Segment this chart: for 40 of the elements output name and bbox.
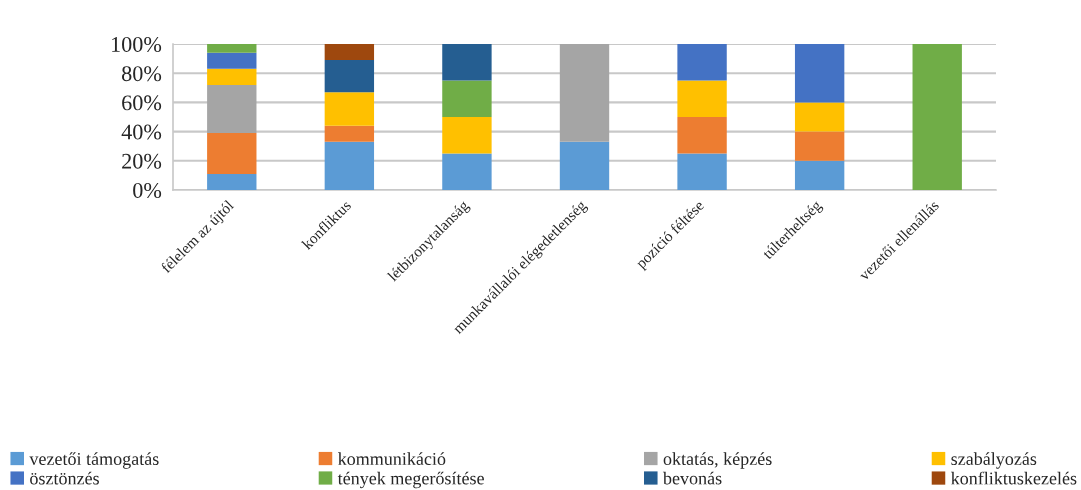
bar (677, 117, 727, 154)
bar (324, 125, 375, 142)
bar (677, 153, 727, 190)
bar (324, 60, 375, 93)
y-tick-label: 100% (112, 36, 162, 52)
bar (442, 80, 492, 117)
bar (442, 117, 492, 154)
legend-label: bevonás (662, 471, 722, 485)
bar (207, 173, 257, 190)
bar (794, 102, 845, 132)
bar (794, 131, 845, 161)
bar (207, 68, 257, 85)
bar (794, 160, 845, 190)
bar (677, 44, 727, 81)
bar (324, 44, 375, 61)
bar (207, 44, 257, 53)
bar (442, 44, 492, 81)
legend-label: tények megerősítése (337, 471, 484, 489)
bar (207, 133, 257, 174)
bar (677, 80, 727, 117)
bar (559, 44, 610, 142)
bar (324, 141, 375, 190)
bar (324, 92, 375, 126)
bar (442, 153, 492, 190)
legend-label: vezetői támogatás (29, 452, 159, 469)
legend-label: szabályozás (951, 452, 1037, 469)
bar (559, 141, 610, 190)
legend-label: konfliktuskezelés (951, 471, 1077, 485)
legend-label: oktatás, képzés (663, 452, 772, 469)
y-tick-label: 40% (121, 124, 162, 140)
y-tick-label: 0% (133, 182, 162, 198)
y-tick-label: 80% (122, 66, 162, 82)
bar (912, 44, 962, 190)
y-tick-label: 60% (122, 95, 162, 111)
legend-label: kommunikáció (338, 452, 446, 466)
legend-label: ösztönzés (30, 471, 99, 485)
bar (207, 52, 257, 69)
bar (207, 84, 257, 134)
y-tick-label: 20% (122, 153, 162, 169)
bar (794, 44, 845, 103)
